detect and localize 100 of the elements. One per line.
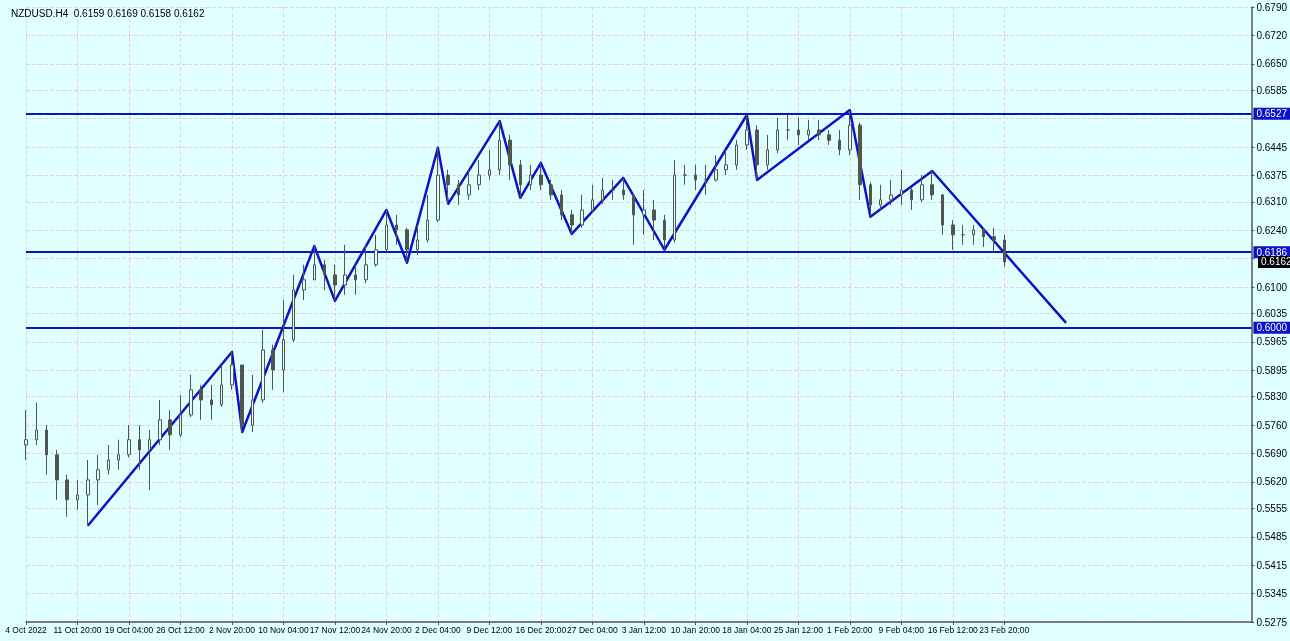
x-tick-label: 2 Dec 04:00 — [414, 624, 462, 635]
candlestick — [96, 454, 100, 506]
candlestick — [251, 374, 254, 433]
x-tick-label: 10 Jan 20:00 — [670, 624, 721, 635]
candlestick — [354, 264, 357, 296]
candlestick — [992, 227, 996, 253]
candlestick — [673, 159, 676, 243]
y-tick-label: 0.6310 — [1256, 196, 1288, 208]
x-tick-label: 11 Oct 20:00 — [53, 624, 102, 635]
candlestick — [920, 174, 924, 203]
x-tick-label: 2 Nov 20:00 — [209, 624, 256, 635]
candlestick — [683, 164, 687, 186]
candlestick — [45, 424, 48, 476]
candlestick — [941, 193, 944, 236]
x-tick-label: 26 Oct 12:00 — [156, 624, 206, 635]
candlestick — [776, 117, 779, 154]
candlestick — [467, 169, 471, 201]
candlestick — [694, 164, 697, 191]
candlestick — [189, 374, 193, 418]
y-tick-label: 0.5965 — [1256, 336, 1288, 348]
candlestick — [127, 424, 131, 459]
candlestick — [148, 429, 151, 491]
candlestick — [972, 224, 975, 246]
candlestick — [714, 154, 718, 183]
y-tick-label: 0.5555 — [1256, 502, 1288, 514]
candlestick — [138, 424, 141, 471]
candlestick — [385, 209, 388, 253]
ref-line-label: 0.6186 — [1256, 246, 1288, 258]
candlestick — [416, 224, 419, 256]
candlestick — [508, 134, 512, 181]
candlestick — [817, 119, 821, 141]
y-tick-label: 0.6445 — [1256, 141, 1288, 153]
candlestick — [755, 124, 759, 181]
y-tick-label: 0.5345 — [1256, 588, 1288, 600]
y-tick-label: 0.5485 — [1256, 531, 1288, 543]
candlestick — [580, 194, 584, 229]
candlestick — [848, 109, 852, 156]
candlestick — [65, 474, 69, 518]
candlestick — [488, 149, 491, 181]
candlestick — [869, 181, 872, 218]
candlestick — [797, 117, 800, 146]
candlestick — [158, 399, 162, 446]
candlestick — [889, 179, 893, 206]
candlestick — [498, 120, 501, 176]
candlestick — [86, 459, 90, 527]
candlestick — [724, 149, 728, 176]
candlestick — [900, 169, 903, 206]
candlestick — [601, 177, 604, 205]
candlestick — [302, 264, 306, 301]
x-tick-label: 19 Oct 04:00 — [104, 624, 154, 635]
x-tick-label: 10 Nov 04:00 — [258, 624, 309, 635]
y-tick-label: 0.5690 — [1256, 448, 1288, 460]
candlestick — [982, 227, 985, 248]
candlestick — [549, 179, 553, 201]
candlestick — [426, 194, 429, 243]
y-tick-label: 0.5830 — [1256, 391, 1288, 403]
candlestick — [560, 189, 563, 221]
candlestick — [838, 129, 841, 156]
candlestick — [55, 449, 59, 501]
candlestick — [436, 147, 440, 223]
candlestick — [179, 394, 182, 438]
x-tick-label: 25 Jan 12:00 — [773, 624, 824, 635]
candlestick — [539, 162, 543, 191]
candlestick — [364, 244, 368, 284]
x-tick-label: 23 Feb 20:00 — [979, 624, 1030, 635]
chart-title: NZDUSD.H4 0.6159 0.6169 0.6158 0.6162 — [11, 7, 205, 19]
x-tick-label: 16 Feb 12:00 — [927, 624, 979, 635]
candlestick — [786, 114, 790, 141]
y-tick-label: 0.5415 — [1256, 559, 1288, 571]
x-tick-label: 3 Jan 12:00 — [621, 624, 667, 635]
y-tick-label: 0.6720 — [1256, 29, 1288, 41]
candlestick — [529, 164, 532, 191]
y-tick-label: 0.6375 — [1256, 169, 1288, 181]
x-tick-label: 24 Nov 20:00 — [361, 624, 412, 635]
candlestick — [199, 384, 203, 421]
ref-line-label: 0.6000 — [1256, 322, 1288, 334]
y-tick-label: 0.5620 — [1256, 476, 1288, 488]
candlestick — [632, 193, 635, 246]
candlestick — [827, 129, 831, 146]
candlestick — [745, 114, 749, 151]
candlestick — [622, 177, 625, 201]
candlestick — [879, 184, 882, 211]
y-tick-label: 0.6790 — [1256, 1, 1288, 13]
candlestick — [961, 224, 965, 246]
candlestick — [858, 122, 862, 201]
candlestick — [24, 409, 28, 461]
candlestick — [807, 119, 810, 141]
candlestick — [271, 344, 275, 391]
candlestick — [230, 351, 234, 391]
candlestick — [663, 214, 666, 251]
x-tick-label: 4 Oct 2022 — [5, 624, 48, 635]
candlestick — [652, 199, 656, 241]
candlestick — [313, 245, 316, 281]
candlestick — [240, 364, 244, 433]
x-tick-label: 1 Feb 20:00 — [827, 624, 873, 635]
candlestick — [611, 179, 615, 201]
candlestick — [477, 159, 481, 191]
ref-line-label: 0.6527 — [1256, 108, 1288, 120]
candlestick — [457, 179, 460, 206]
candlestick — [395, 214, 398, 246]
